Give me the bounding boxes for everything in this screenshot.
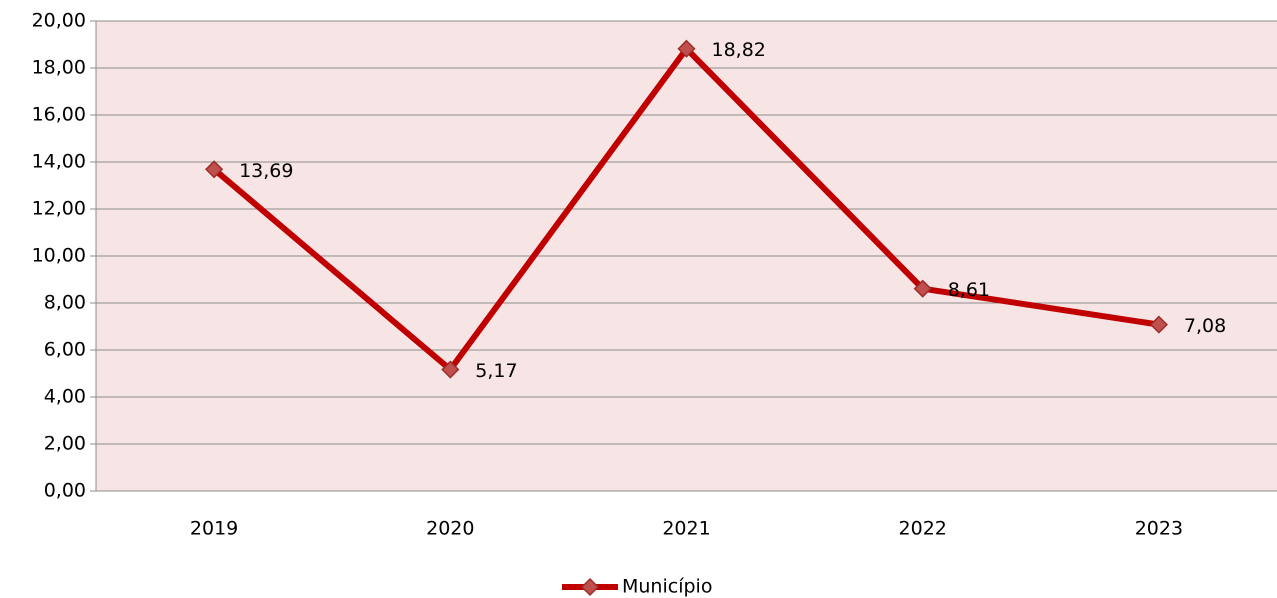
data-label: 18,82 (712, 39, 766, 61)
y-tick-label: 0,00 (44, 480, 86, 502)
x-tick-label: 2019 (190, 518, 238, 540)
data-label: 5,17 (475, 360, 517, 382)
marker (441, 360, 460, 379)
y-tick-label: 14,00 (32, 151, 86, 173)
legend-label: Município (622, 576, 712, 598)
y-tick-label: 18,00 (32, 57, 86, 79)
marker (913, 279, 932, 298)
y-tick-label: 20,00 (32, 10, 86, 32)
x-tick-label: 2023 (1135, 518, 1183, 540)
legend-marker (580, 577, 600, 597)
data-label: 7,08 (1184, 315, 1226, 337)
marker (677, 39, 696, 58)
y-tick-label: 12,00 (32, 198, 86, 220)
data-label: 13,69 (239, 160, 293, 182)
marker (1149, 315, 1168, 334)
x-tick-label: 2020 (426, 518, 474, 540)
data-label: 8,61 (948, 279, 990, 301)
marker (205, 160, 224, 179)
x-tick-label: 2022 (899, 518, 947, 540)
x-tick-label: 2021 (662, 518, 710, 540)
y-tick-label: 6,00 (44, 339, 86, 361)
y-tick-label: 4,00 (44, 386, 86, 408)
y-tick-label: 16,00 (32, 104, 86, 126)
y-tick-label: 8,00 (44, 292, 86, 314)
y-tick-label: 2,00 (44, 433, 86, 455)
y-tick-label: 10,00 (32, 245, 86, 267)
